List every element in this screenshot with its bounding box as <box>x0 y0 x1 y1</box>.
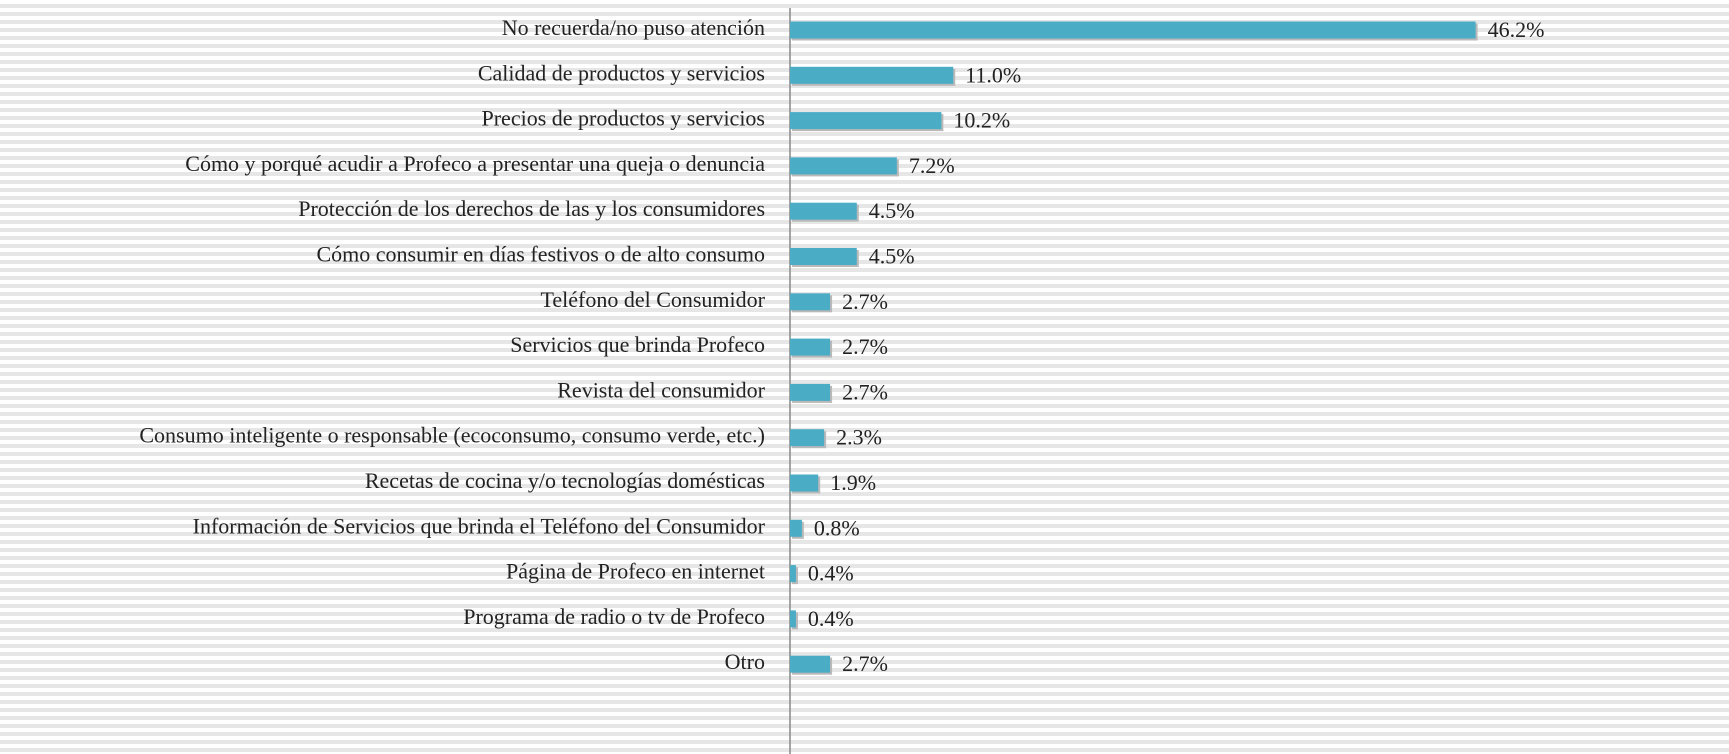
category-label: Página de Profeco en internet <box>506 559 765 584</box>
category-label: Programa de radio o tv de Profeco <box>463 604 765 629</box>
value-label: 4.5% <box>869 244 915 269</box>
category-label: No recuerda/no puso atención <box>502 15 765 40</box>
value-label: 2.7% <box>842 379 888 404</box>
bar <box>790 157 897 175</box>
value-label: 0.4% <box>808 561 854 586</box>
value-label: 7.2% <box>909 153 955 178</box>
bar <box>790 202 857 220</box>
value-label: 46.2% <box>1488 17 1545 42</box>
category-label: Consumo inteligente o responsable (ecoco… <box>139 423 765 448</box>
bar <box>790 655 831 673</box>
bar <box>790 429 825 447</box>
value-label: 11.0% <box>965 62 1021 87</box>
category-label: Información de Servicios que brinda el T… <box>193 513 766 538</box>
bar <box>790 519 802 537</box>
bar <box>790 338 831 356</box>
category-label: Calidad de productos y servicios <box>478 60 765 85</box>
value-label: 2.7% <box>842 334 888 359</box>
category-label: Revista del consumidor <box>557 377 765 402</box>
bar <box>790 112 942 130</box>
value-label: 1.9% <box>830 470 876 495</box>
bar <box>790 66 954 84</box>
value-label: 10.2% <box>953 108 1010 133</box>
value-label: 0.4% <box>808 606 854 631</box>
category-label: Cómo y porqué acudir a Profeco a present… <box>185 151 765 176</box>
bar <box>790 383 831 401</box>
category-label: Otro <box>725 649 765 674</box>
category-label: Cómo consumir en días festivos o de alto… <box>317 242 766 267</box>
bar <box>790 474 819 492</box>
category-label: Recetas de cocina y/o tecnologías domést… <box>365 468 765 493</box>
category-label: Protección de los derechos de las y los … <box>298 196 765 221</box>
value-label: 2.3% <box>836 425 882 450</box>
value-label: 2.7% <box>842 651 888 676</box>
category-label: Teléfono del Consumidor <box>540 287 765 312</box>
bar <box>790 293 831 311</box>
bar <box>790 565 796 583</box>
bar <box>790 21 1476 39</box>
category-label: Servicios que brinda Profeco <box>510 332 765 357</box>
value-label: 2.7% <box>842 289 888 314</box>
bar <box>790 248 857 265</box>
bar <box>790 610 796 628</box>
value-label: 4.5% <box>869 198 915 223</box>
value-label: 0.8% <box>814 515 860 540</box>
category-label: Precios de productos y servicios <box>482 106 766 131</box>
